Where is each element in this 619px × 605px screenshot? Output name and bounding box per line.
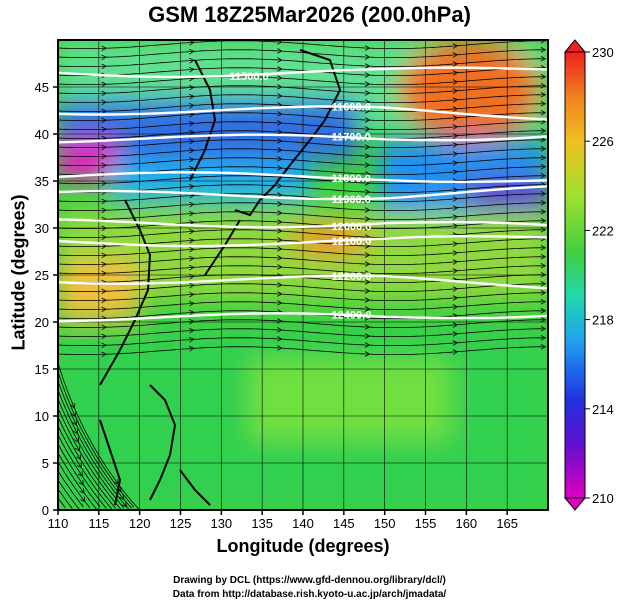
streamline	[58, 112, 546, 121]
credit-drawing: Drawing by DCL (https://www.gfd-dennou.o…	[173, 575, 446, 586]
height-contour-line	[58, 133, 548, 144]
coastlines	[99, 49, 342, 506]
streamline	[58, 407, 122, 510]
streamline	[58, 389, 130, 510]
colorbar-tick-label: 210	[592, 491, 614, 506]
contour-label: 11900.0	[332, 194, 371, 206]
streamline	[58, 416, 116, 509]
streamline	[58, 292, 546, 301]
streamline	[58, 175, 546, 184]
y-axis-ticks: 0 5 10 15 20 25 30 35 40 45	[35, 80, 58, 518]
contour-label: 12400.0	[332, 309, 372, 321]
x-tick-label: 110	[48, 516, 69, 531]
contour-label: 11800.0	[332, 173, 371, 185]
streamline	[58, 337, 546, 346]
streamline	[58, 461, 91, 509]
streamline	[58, 58, 546, 67]
x-tick-label: 115	[88, 516, 109, 531]
streamline	[58, 157, 546, 166]
streamline	[58, 479, 80, 510]
streamline	[58, 94, 546, 103]
streamline	[58, 121, 546, 130]
x-tick-label: 160	[455, 516, 477, 531]
contour-label: 11600.0	[332, 102, 371, 114]
contour-label: 12100.0	[332, 236, 372, 248]
height-contour-line	[58, 312, 548, 323]
streamline	[58, 247, 546, 256]
x-tick-label: 130	[210, 516, 232, 531]
streamline	[58, 130, 546, 139]
streamline	[58, 76, 546, 85]
x-tick-label: 120	[129, 516, 151, 531]
streamline	[58, 301, 546, 310]
streamline	[58, 497, 66, 508]
x-tick-label: 150	[374, 516, 396, 531]
contour-label: 12200.0	[332, 271, 372, 283]
credit-data: Data from http://database.rish.kyoto-u.a…	[172, 589, 447, 600]
y-tick-label: 35	[35, 174, 49, 189]
contour-label: 12000.0	[332, 221, 372, 233]
streamline	[58, 398, 125, 509]
height-contour-line	[58, 171, 548, 184]
streamline	[58, 256, 546, 265]
streamline	[58, 193, 546, 202]
height-contour-line	[58, 218, 548, 229]
streamline	[58, 40, 546, 49]
grid-lines	[58, 40, 548, 510]
y-tick-label: 30	[35, 221, 49, 236]
y-tick-label: 5	[42, 456, 49, 471]
streamline	[58, 380, 132, 509]
streamline	[58, 265, 546, 274]
height-contour-line	[58, 274, 548, 290]
colorbar-tick-label: 230	[592, 45, 614, 60]
x-tick-label: 155	[415, 516, 437, 531]
height-contour-line	[58, 235, 548, 248]
y-tick-label: 10	[35, 409, 49, 424]
x-axis-label: Longitude (degrees)	[216, 536, 390, 556]
streamline	[58, 371, 135, 508]
colorbar-tick-label: 226	[592, 134, 614, 149]
streamline	[58, 425, 113, 510]
height-contour-line	[58, 66, 548, 79]
contour-label: 11700.0	[332, 132, 371, 144]
streamline	[58, 229, 546, 238]
x-tick-label: 135	[251, 516, 273, 531]
streamline	[58, 434, 107, 509]
x-tick-label: 165	[496, 516, 518, 531]
streamline	[58, 211, 546, 220]
contour-label: 11500.0	[230, 71, 269, 83]
y-tick-label: 15	[35, 362, 49, 377]
y-tick-label: 0	[42, 503, 49, 518]
streamline	[58, 319, 546, 328]
streamline	[58, 67, 546, 76]
height-contour-line	[58, 185, 548, 201]
streamline	[58, 346, 546, 355]
y-axis-label: Latitude (degrees)	[8, 194, 29, 351]
map-title: GSM 18Z25Mar2026 (200.0hPa)	[148, 2, 471, 27]
streamline	[58, 202, 546, 211]
height-contours: 11500.0 11600.0 11700.0 11800.0 11900.0 12000…	[58, 66, 548, 323]
streamline	[58, 470, 84, 508]
y-tick-label: 20	[35, 315, 49, 330]
streamline	[58, 139, 546, 148]
y-tick-label: 25	[35, 268, 49, 283]
streamline	[58, 443, 101, 508]
streamline	[58, 488, 73, 509]
y-tick-label: 45	[35, 80, 49, 95]
streamline	[58, 85, 546, 94]
streamline	[58, 49, 546, 58]
colorbar-tick-label: 222	[592, 223, 614, 238]
y-tick-label: 40	[35, 127, 49, 142]
colorbar-tick-label: 218	[592, 313, 614, 328]
colorbar: 210 214 218 222 226 230	[563, 39, 614, 511]
x-tick-label: 145	[333, 516, 355, 531]
x-tick-label: 140	[292, 516, 314, 531]
x-tick-label: 125	[170, 516, 192, 531]
x-axis-ticks: 110 115 120 125 130 135 140 145 150 155 160 165	[48, 510, 518, 531]
streamline	[58, 283, 546, 292]
colorbar-tick-label: 214	[592, 402, 614, 417]
height-contour-line	[58, 105, 548, 121]
streamline	[58, 328, 546, 337]
